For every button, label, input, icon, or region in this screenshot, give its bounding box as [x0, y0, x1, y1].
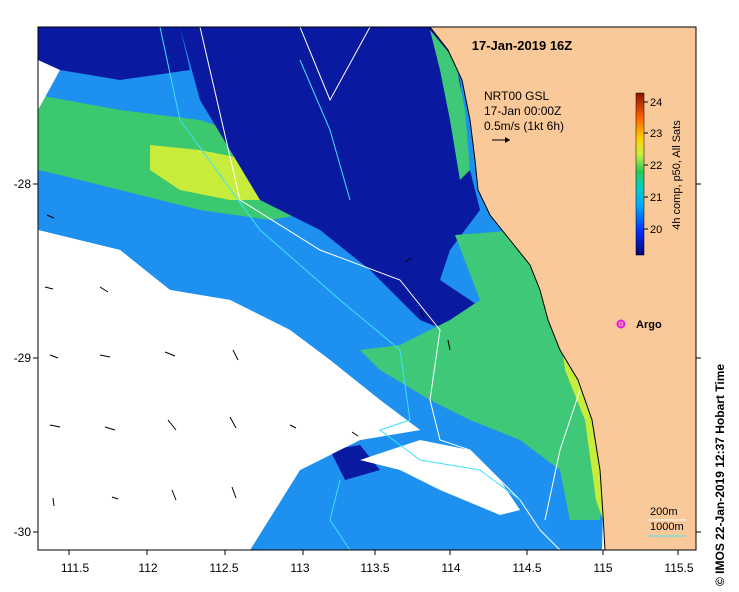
map-title: 17-Jan-2019 16Z	[472, 38, 573, 53]
current-legend-source: NRT00 GSL	[484, 89, 549, 103]
current-vector	[44, 286, 54, 290]
colorbar-tick-label: 23	[650, 128, 662, 140]
isobath-1000m-line-south	[329, 479, 351, 550]
y-tick-label: -30	[14, 525, 32, 539]
isobath-200m-line-shelf	[544, 389, 581, 521]
x-axis-labels: 111.5 112 112.5 113 113.5 114 114.5 115 …	[61, 561, 694, 575]
current-vector	[229, 416, 237, 429]
current-vector	[111, 496, 119, 500]
colorbar-tick-label: 24	[650, 97, 662, 109]
current-vectors	[44, 214, 451, 507]
current-vector	[232, 349, 239, 361]
x-tick-label: 111.5	[61, 561, 90, 575]
current-legend-scale: 0.5m/s (1kt 6h)	[484, 119, 564, 133]
x-tick-label: 115.5	[664, 561, 693, 575]
y-axis-ticks	[33, 183, 701, 533]
current-vector	[351, 431, 359, 437]
y-axis-labels: -28 -29 -30	[14, 177, 32, 539]
no-data-mask-nw	[38, 60, 60, 110]
isobath-1000m-line-north	[299, 59, 351, 201]
current-vector	[419, 309, 425, 319]
map-frame	[37, 26, 697, 551]
sst-region-cold-nw	[38, 27, 190, 80]
colorbar-ticks	[644, 101, 648, 230]
current-vector	[171, 489, 177, 501]
isobath-1000m-line	[159, 27, 521, 501]
current-vector	[49, 354, 59, 359]
current-vector	[49, 424, 61, 428]
no-data-mask-south	[360, 440, 520, 515]
land	[429, 27, 696, 550]
current-vector	[99, 286, 109, 293]
sst-region-coastal-north	[430, 30, 470, 180]
x-tick-label: 113.5	[360, 561, 389, 575]
current-vector	[46, 214, 55, 219]
x-tick-label: 112	[138, 561, 157, 575]
colorbar-tick-label: 22	[650, 160, 662, 172]
isobath-200m-label: 200m	[650, 506, 678, 518]
sst-region-coastal-warm	[560, 330, 605, 520]
x-tick-label: 114	[441, 561, 460, 575]
current-vector	[167, 419, 177, 431]
current-vector	[231, 486, 237, 499]
no-data-mask-west	[38, 230, 420, 550]
current-vector	[52, 497, 55, 507]
x-tick-label: 112.5	[209, 561, 238, 575]
current-vector	[104, 426, 116, 431]
current-vector	[99, 354, 111, 358]
x-tick-label: 114.5	[512, 561, 541, 575]
isobath-200m-line-north	[299, 27, 371, 102]
x-axis-ticks	[68, 550, 679, 555]
colorbar-label: 4h comp, p50, All Sats	[671, 120, 683, 230]
isobath-1000m-label: 1000m	[650, 521, 684, 533]
current-vector	[404, 257, 413, 263]
current-vector	[164, 351, 176, 357]
x-tick-label: 113	[290, 561, 309, 575]
sst-region-south-cold	[330, 445, 380, 480]
colorbar-tick-label: 21	[650, 192, 662, 204]
current-vector	[447, 339, 451, 351]
sst-region-south	[260, 460, 570, 550]
colorbar-tick-label: 20	[650, 224, 662, 236]
y-tick-label: -28	[14, 177, 32, 191]
y-tick-label: -29	[14, 351, 32, 365]
current-scale-arrow	[492, 137, 510, 143]
sst-region-cold-core	[180, 27, 500, 340]
x-tick-label: 115	[593, 561, 612, 575]
imos-credit: © IMOS 22-Jan-2019 12:37 Hobart Time	[713, 363, 727, 586]
sst-field	[38, 27, 696, 550]
argo-label: Argo	[636, 319, 662, 331]
isobath-200m-line	[199, 27, 561, 550]
current-vector	[289, 424, 297, 429]
current-legend-time: 17-Jan 00:00Z	[484, 104, 561, 118]
argo-marker[interactable]	[616, 319, 626, 329]
colorbar	[635, 92, 645, 256]
